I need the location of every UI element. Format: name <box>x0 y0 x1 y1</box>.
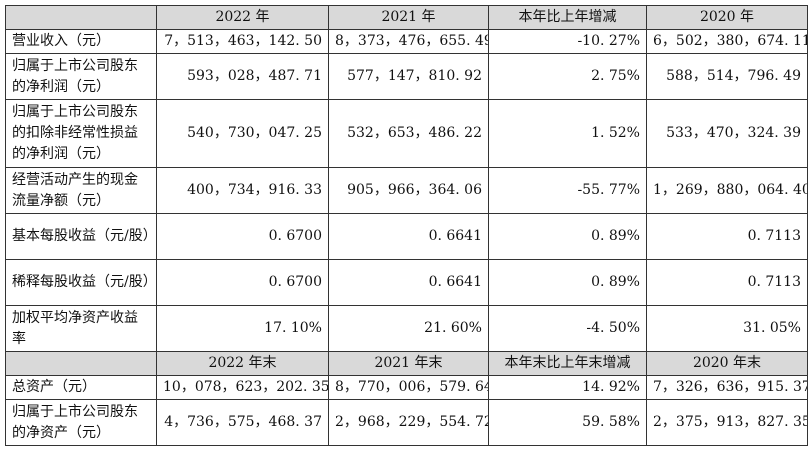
header-cell-2022-end: 2022 年末 <box>156 351 329 376</box>
table-row-net-assets: 归属于上市公司股东的净资产（元） 4，736，575，468. 37 2，968… <box>5 399 808 446</box>
row-label: 营业收入（元） <box>5 29 157 54</box>
value-cell: 1. 52% <box>488 99 647 168</box>
row-label: 加权平均净资产收益率 <box>5 305 157 352</box>
value-cell: 532，653，486. 22 <box>328 99 489 168</box>
row-label: 归属于上市公司股东的净利润（元） <box>5 53 157 100</box>
value-cell: 400，734，916. 33 <box>156 167 329 214</box>
header-cell-yoy-end-change: 本年末比上年末增减 <box>488 351 647 376</box>
header-cell-2020-end: 2020 年末 <box>646 351 808 376</box>
value-cell: 2. 75% <box>488 53 647 100</box>
value-cell: 8，373，476，655. 49 <box>328 29 489 54</box>
value-cell: 7，513，463，142. 50 <box>156 29 329 54</box>
row-label: 稀释每股收益（元/股） <box>5 259 157 306</box>
table-row-weighted-roe: 加权平均净资产收益率 17. 10% 21. 60% -4. 50% 31. 0… <box>5 305 808 352</box>
value-cell: 2，968，229，554. 72 <box>328 399 489 446</box>
value-cell: 21. 60% <box>328 305 489 352</box>
table-header-row: 2022 年 2021 年 本年比上年增减 2020 年 <box>5 5 808 30</box>
value-cell: 10，078，623，202. 35 <box>156 375 329 400</box>
row-label: 归属于上市公司股东的净资产（元） <box>5 399 157 446</box>
header-cell-2021: 2021 年 <box>328 5 489 30</box>
header-cell-2020: 2020 年 <box>646 5 808 30</box>
value-cell: -10. 27% <box>488 29 647 54</box>
value-cell: 59. 58% <box>488 399 647 446</box>
value-cell: 577，147，810. 92 <box>328 53 489 100</box>
value-cell: 588，514，796. 49 <box>646 53 808 100</box>
row-label: 归属于上市公司股东的扣除非经常性损益的净利润（元） <box>5 99 157 168</box>
value-cell: 0. 6700 <box>156 213 329 260</box>
value-cell: 593，028，487. 71 <box>156 53 329 100</box>
value-cell: 0. 7113 <box>646 213 808 260</box>
table-row-net-profit: 归属于上市公司股东的净利润（元） 593，028，487. 71 577，147… <box>5 53 808 100</box>
value-cell: 0. 6700 <box>156 259 329 306</box>
value-cell: 7，326，636，915. 37 <box>646 375 808 400</box>
header-cell-2022: 2022 年 <box>156 5 329 30</box>
table-row-net-profit-excl-nonrecurring: 归属于上市公司股东的扣除非经常性损益的净利润（元） 540，730，047. 2… <box>5 99 808 168</box>
header-cell-yoy-change: 本年比上年增减 <box>488 5 647 30</box>
value-cell: 8，770，006，579. 64 <box>328 375 489 400</box>
value-cell: 4，736，575，468. 37 <box>156 399 329 446</box>
table-header-row-year-end: 2022 年末 2021 年末 本年末比上年末增减 2020 年末 <box>5 351 808 376</box>
value-cell: 2，375，913，827. 35 <box>646 399 808 446</box>
value-cell: -55. 77% <box>488 167 647 214</box>
value-cell: 0. 7113 <box>646 259 808 306</box>
value-cell: 17. 10% <box>156 305 329 352</box>
header-cell-empty <box>5 5 157 30</box>
row-label: 经营活动产生的现金流量净额（元） <box>5 167 157 214</box>
value-cell: 533，470，324. 39 <box>646 99 808 168</box>
value-cell: 14. 92% <box>488 375 647 400</box>
value-cell: 0. 89% <box>488 259 647 306</box>
value-cell: 0. 6641 <box>328 259 489 306</box>
value-cell: 31. 05% <box>646 305 808 352</box>
value-cell: 0. 6641 <box>328 213 489 260</box>
row-label: 基本每股收益（元/股） <box>5 213 157 260</box>
table-row-total-assets: 总资产（元） 10，078，623，202. 35 8，770，006，579.… <box>5 375 808 400</box>
header-cell-empty <box>5 351 157 376</box>
value-cell: -4. 50% <box>488 305 647 352</box>
table-row-operating-cash-flow: 经营活动产生的现金流量净额（元） 400，734，916. 33 905，966… <box>5 167 808 214</box>
table-row-basic-eps: 基本每股收益（元/股） 0. 6700 0. 6641 0. 89% 0. 71… <box>5 213 808 260</box>
value-cell: 0. 89% <box>488 213 647 260</box>
row-label: 总资产（元） <box>5 375 157 400</box>
table-row-operating-revenue: 营业收入（元） 7，513，463，142. 50 8，373，476，655.… <box>5 29 808 54</box>
header-cell-2021-end: 2021 年末 <box>328 351 489 376</box>
value-cell: 1，269，880，064. 40 <box>646 167 808 214</box>
table-row-diluted-eps: 稀释每股收益（元/股） 0. 6700 0. 6641 0. 89% 0. 71… <box>5 259 808 306</box>
value-cell: 540，730，047. 25 <box>156 99 329 168</box>
value-cell: 905，966，364. 06 <box>328 167 489 214</box>
financial-data-table: 2022 年 2021 年 本年比上年增减 2020 年 营业收入（元） 7，5… <box>5 5 808 446</box>
value-cell: 6，502，380，674. 11 <box>646 29 808 54</box>
